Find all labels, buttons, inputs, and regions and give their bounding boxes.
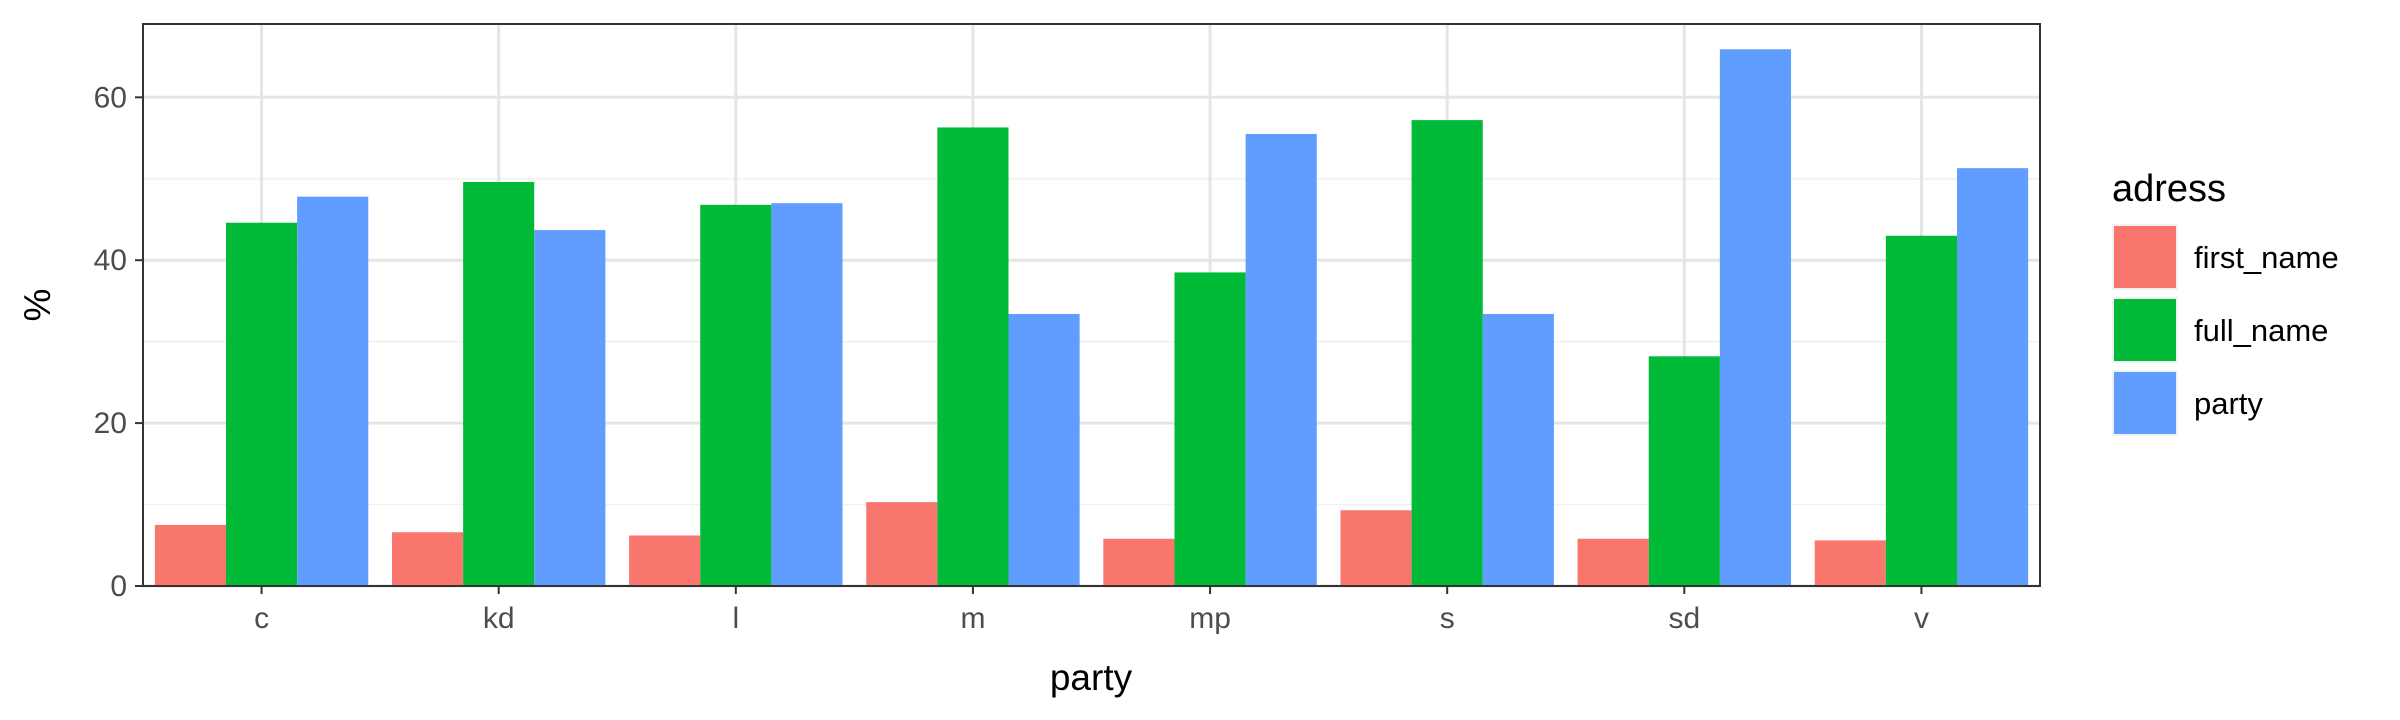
y-tick-label: 0 bbox=[110, 570, 127, 603]
legend-swatch-full_name bbox=[2114, 299, 2176, 361]
y-axis: 0 20 40 60 bbox=[94, 81, 143, 603]
bar-party-sd bbox=[1719, 49, 1792, 587]
y-tick-label: 20 bbox=[94, 407, 127, 440]
legend-title: adress bbox=[2112, 168, 2226, 210]
bar-full_name-l bbox=[700, 204, 772, 587]
legend-swatch-party bbox=[2114, 372, 2176, 434]
x-tick-label: s bbox=[1440, 602, 1455, 635]
y-axis-title: % bbox=[17, 289, 58, 322]
legend-label-first_name: first_name bbox=[2194, 240, 2339, 275]
x-axis: c kd l m mp s sd v bbox=[254, 586, 1929, 635]
bars bbox=[154, 49, 2029, 587]
y-tick-label: 40 bbox=[94, 244, 127, 277]
x-tick-label: m bbox=[960, 602, 985, 635]
bar-first_name-c bbox=[154, 524, 226, 586]
x-tick-label: c bbox=[254, 602, 269, 635]
x-tick-label: l bbox=[732, 602, 739, 635]
panel-border bbox=[142, 23, 2041, 587]
bar-first_name-s bbox=[1340, 510, 1412, 586]
x-axis-title: party bbox=[1050, 657, 1133, 698]
bar-full_name-sd bbox=[1648, 356, 1720, 586]
x-tick-label: sd bbox=[1668, 602, 1700, 635]
bar-first_name-sd bbox=[1577, 538, 1649, 586]
bar-first_name-v bbox=[1814, 540, 1886, 586]
bar-party-s bbox=[1482, 313, 1554, 586]
x-tick-label: v bbox=[1914, 602, 1929, 635]
bar-party-c bbox=[297, 196, 369, 586]
bar-full_name-s bbox=[1411, 120, 1483, 587]
legend-label-full_name: full_name bbox=[2194, 313, 2328, 348]
legend-label-party: party bbox=[2194, 386, 2263, 421]
bar-full_name-kd bbox=[463, 182, 535, 586]
x-tick-label: kd bbox=[483, 602, 515, 635]
bar-first_name-m bbox=[866, 502, 938, 586]
y-tick-label: 60 bbox=[94, 81, 127, 114]
bar-party-v bbox=[1957, 168, 2029, 586]
bar-full_name-v bbox=[1885, 235, 1958, 586]
bar-party-kd bbox=[534, 230, 606, 587]
bar-first_name-l bbox=[629, 535, 701, 586]
legend-swatch-first_name bbox=[2114, 226, 2176, 288]
bar-first_name-kd bbox=[391, 532, 464, 586]
bar-full_name-m bbox=[937, 127, 1009, 586]
bar-full_name-c bbox=[225, 222, 298, 586]
bar-party-m bbox=[1008, 313, 1080, 586]
bar-party-mp bbox=[1245, 133, 1317, 586]
bar-party-l bbox=[771, 203, 843, 586]
x-tick-label: mp bbox=[1189, 602, 1231, 635]
bar-full_name-mp bbox=[1174, 272, 1246, 586]
bar-first_name-mp bbox=[1103, 538, 1175, 586]
